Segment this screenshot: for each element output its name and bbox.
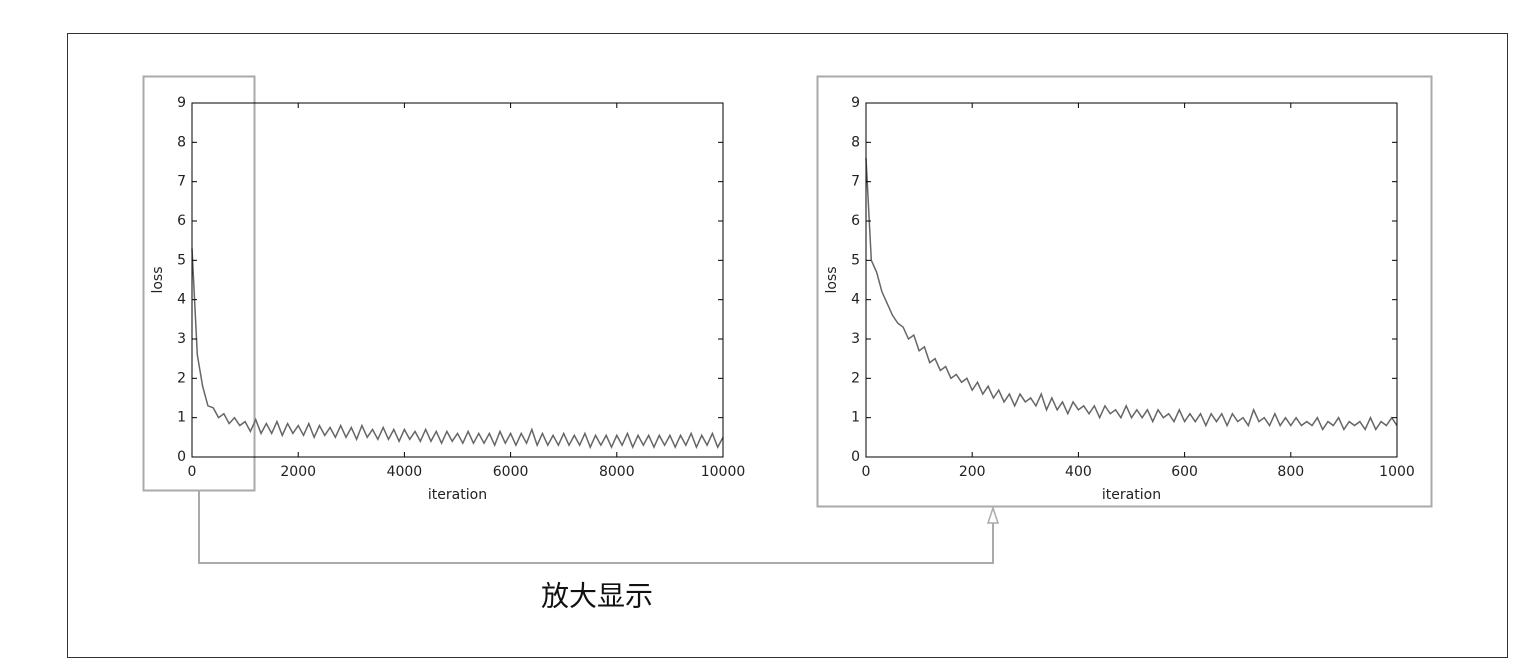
x-tick-label: 10000 [701,464,746,480]
frame [67,33,1508,658]
x-tick-label: 1000 [1379,464,1415,480]
x-tick-label: 6000 [493,464,529,480]
x-axis-label: iteration [428,487,487,503]
y-tick-label: 9 [177,95,186,111]
y-tick-label: 3 [177,331,186,347]
plot-frame [865,102,1398,458]
y-tick-label: 8 [177,134,186,150]
zoom-panel [816,75,1433,508]
x-axis-label: iteration [1102,487,1161,503]
y-tick-label: 8 [851,134,860,150]
y-tick-label: 7 [851,174,860,190]
y-tick-label: 2 [851,370,860,386]
y-tick-label: 1 [851,410,860,426]
y-axis-label: loss [150,266,166,293]
y-tick-label: 6 [177,213,186,229]
y-tick-label: 1 [177,410,186,426]
arrow-head [986,505,1000,524]
caption: 放大显示 [541,580,653,613]
x-tick-label: 0 [188,464,197,480]
y-tick-label: 5 [851,252,860,268]
connector [198,490,994,564]
y-tick-label: 6 [851,213,860,229]
plot-frame [191,102,724,458]
y-tick-label: 4 [177,292,186,308]
x-tick-label: 800 [1277,464,1304,480]
x-tick-label: 400 [1065,464,1092,480]
x-tick-label: 0 [862,464,871,480]
x-tick-label: 200 [959,464,986,480]
x-tick-label: 600 [1171,464,1198,480]
x-tick-label: 4000 [387,464,423,480]
loss-line [865,158,1398,432]
loss-line [191,248,724,450]
y-tick-label: 3 [851,331,860,347]
y-tick-label: 4 [851,292,860,308]
y-tick-label: 0 [851,449,860,465]
y-tick-label: 0 [177,449,186,465]
y-tick-label: 7 [177,174,186,190]
y-tick-label: 2 [177,370,186,386]
y-tick-label: 5 [177,252,186,268]
x-tick-label: 2000 [280,464,316,480]
x-tick-label: 8000 [599,464,635,480]
y-tick-label: 9 [851,95,860,111]
y-axis-label: loss [824,266,840,293]
